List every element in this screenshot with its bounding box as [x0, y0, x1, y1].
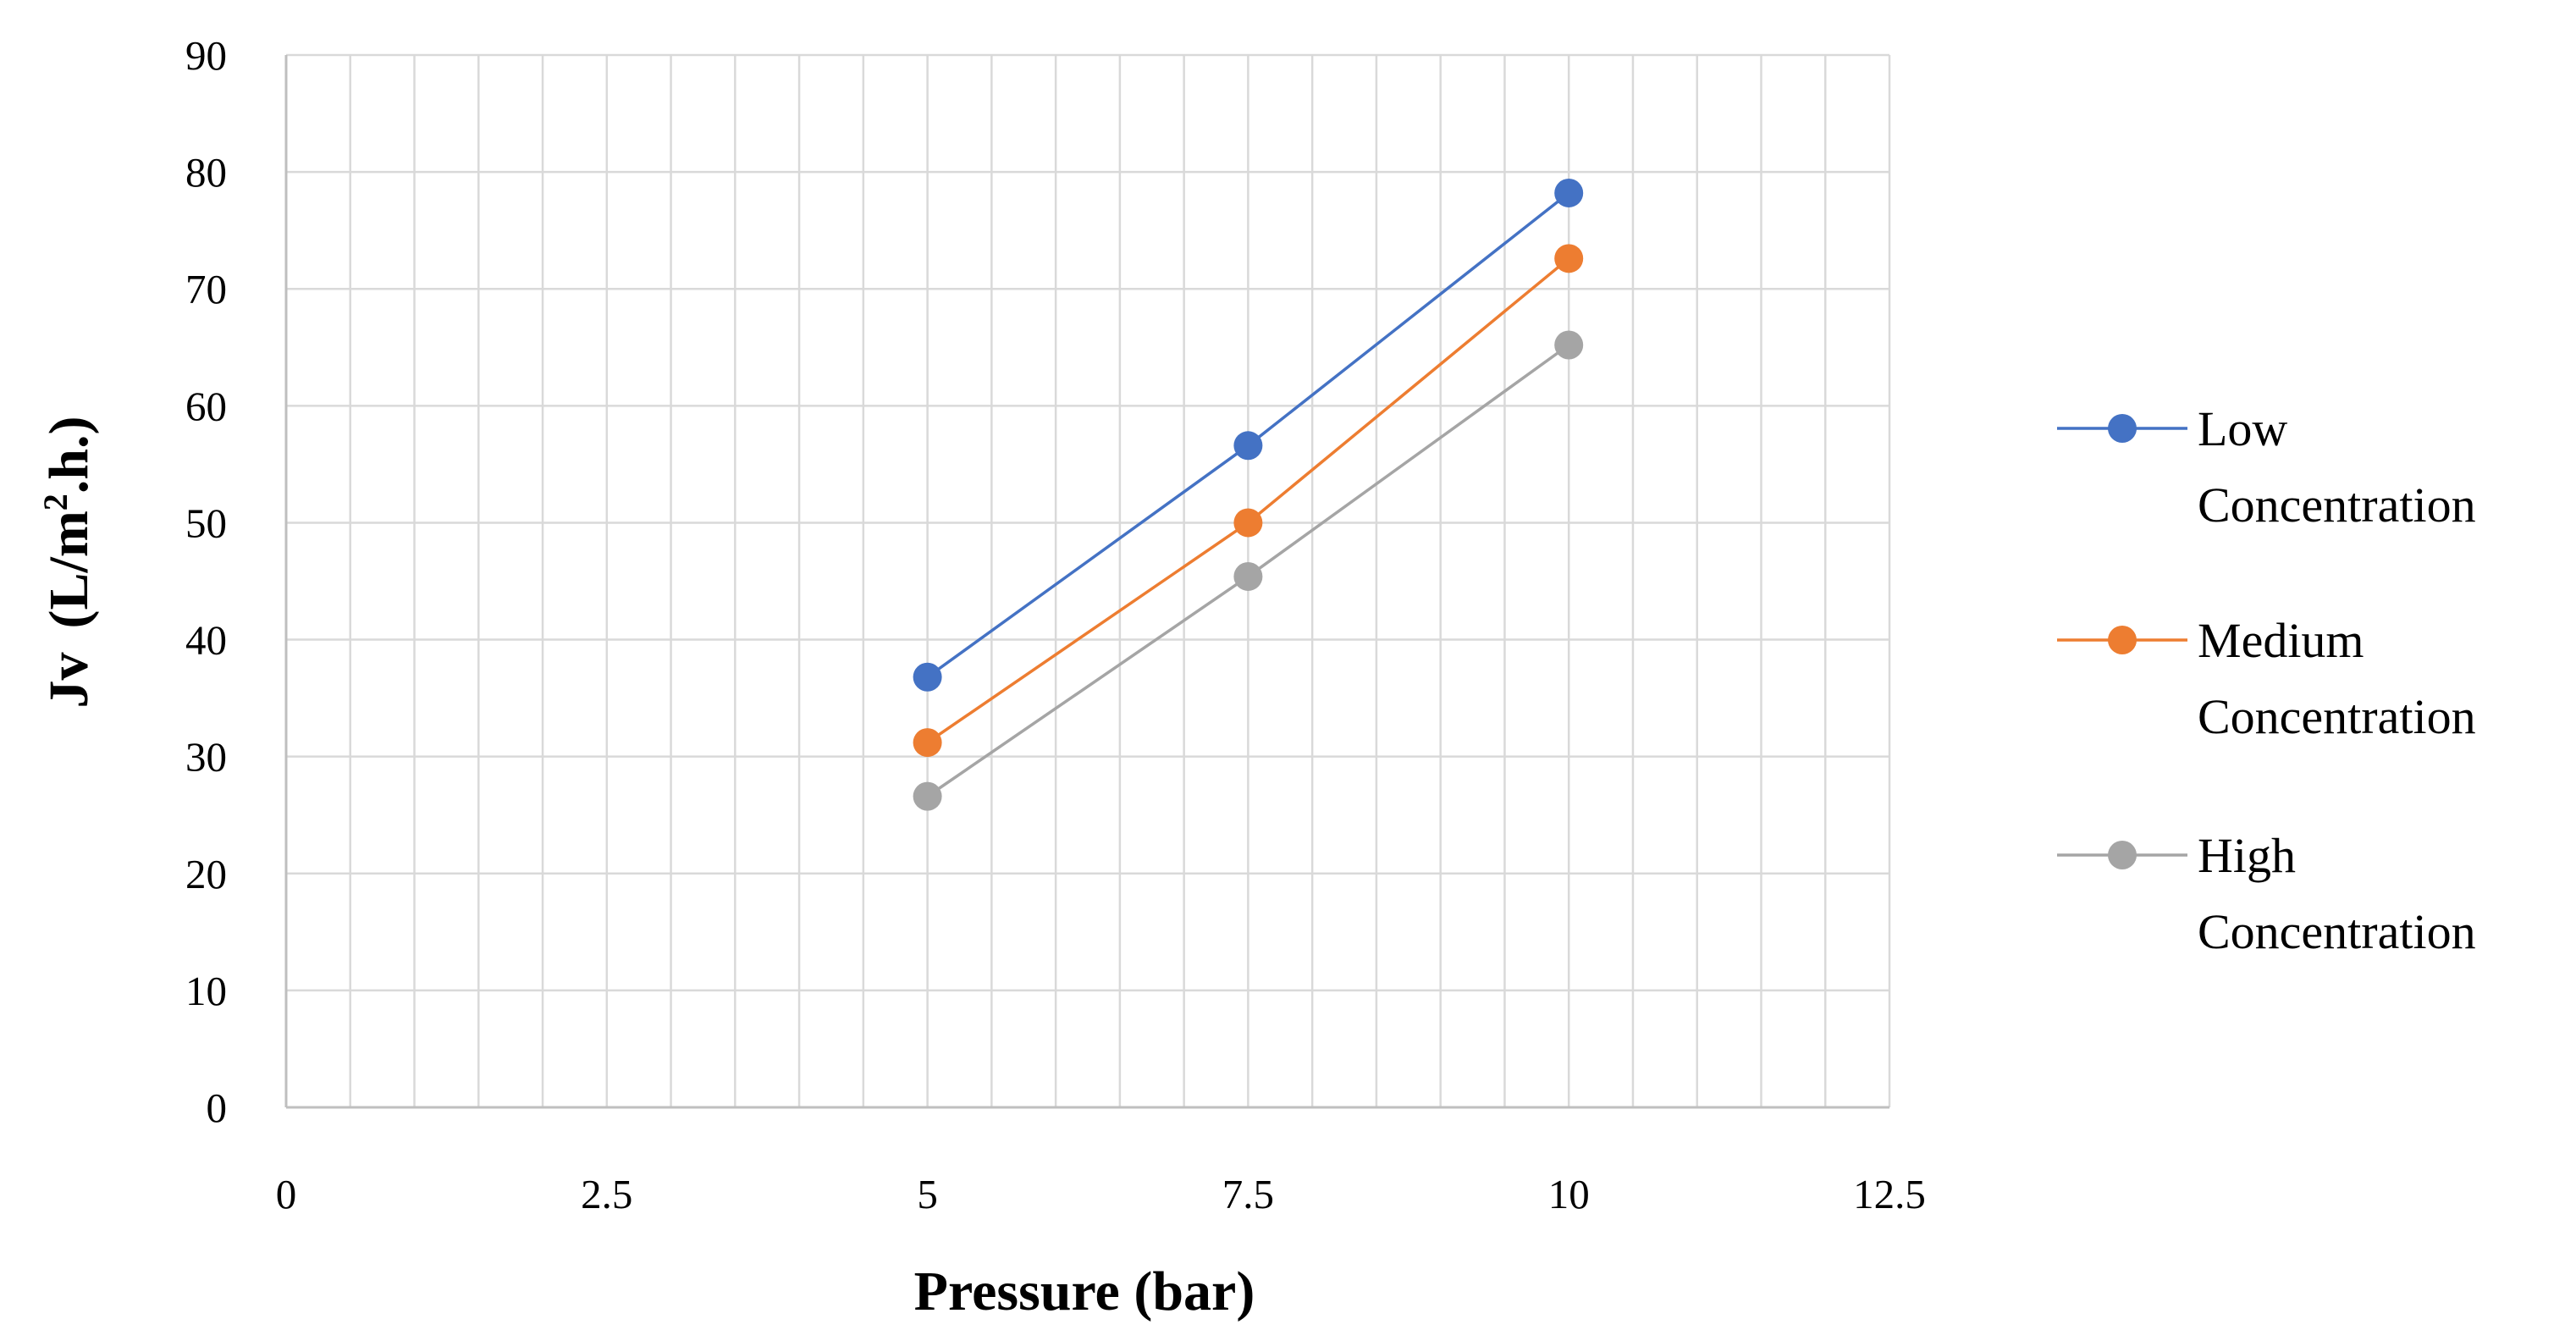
- y-tick-label: 50: [185, 499, 227, 546]
- y-tick-label: 40: [185, 617, 227, 664]
- legend-marker: [2108, 626, 2137, 654]
- series-high-concentration: [913, 330, 1584, 811]
- data-point: [1554, 178, 1584, 207]
- x-tick-label: 5: [917, 1171, 938, 1217]
- y-tick-label: 80: [185, 149, 227, 196]
- axes: [284, 55, 1889, 1109]
- legend-item: Medium Concentration: [2057, 613, 2476, 744]
- x-tick-label: 0: [276, 1171, 297, 1217]
- y-tick-label: 70: [185, 266, 227, 312]
- legend-marker: [2108, 414, 2137, 443]
- y-tick-label: 10: [185, 968, 227, 1014]
- y-axis-title-unit: (L/m: [38, 510, 100, 628]
- series-low-concentration: [913, 178, 1584, 692]
- data-point: [1554, 330, 1584, 360]
- y-tick-label: 20: [185, 851, 227, 897]
- legend-label: Concentration: [2198, 477, 2476, 533]
- legend-label: Concentration: [2198, 904, 2476, 959]
- y-axis-title-symbol: Jv: [38, 653, 100, 709]
- series-medium-concentration: [913, 244, 1584, 758]
- y-tick-label: 30: [185, 734, 227, 781]
- data-point: [1233, 561, 1263, 591]
- x-tick-label: 12.5: [1853, 1171, 1926, 1217]
- data-point: [1233, 508, 1263, 538]
- y-tick-label: 0: [207, 1084, 228, 1131]
- data-point: [1554, 244, 1584, 273]
- y-tick-label: 60: [185, 383, 227, 429]
- data-point: [1233, 431, 1263, 461]
- data-series: [913, 178, 1584, 811]
- legend-marker: [2108, 841, 2137, 869]
- data-point: [913, 662, 942, 692]
- y-axis-title: Jv (L/m2.h.): [36, 416, 100, 708]
- y-axis-title-unit-tail: .h.): [38, 416, 100, 494]
- y-axis-title-superscript: 2: [36, 494, 74, 510]
- legend-item: Low Concentration: [2057, 401, 2476, 533]
- y-tick-label: 90: [185, 32, 227, 79]
- x-tick-label: 10: [1548, 1171, 1590, 1217]
- data-point: [913, 728, 942, 758]
- x-axis-title: Pressure (bar): [914, 1261, 1255, 1322]
- legend-label: Low: [2198, 401, 2287, 456]
- tick-labels: 0 10 20 30 40 50 60 70 80 90 0 2.5 5 7.5 10 12.5: [185, 32, 1926, 1217]
- legend-label: Concentration: [2198, 689, 2476, 744]
- x-tick-label: 2.5: [581, 1171, 632, 1217]
- x-tick-label: 7.5: [1222, 1171, 1274, 1217]
- legend-label: High: [2198, 828, 2296, 883]
- legend-label: Medium: [2198, 613, 2364, 668]
- legend-item: High Concentration: [2057, 828, 2476, 959]
- data-point: [913, 781, 942, 811]
- chart-legend: Low Concentration Medium Concentration High C…: [2057, 401, 2476, 959]
- grid-lines: [286, 53, 1891, 1107]
